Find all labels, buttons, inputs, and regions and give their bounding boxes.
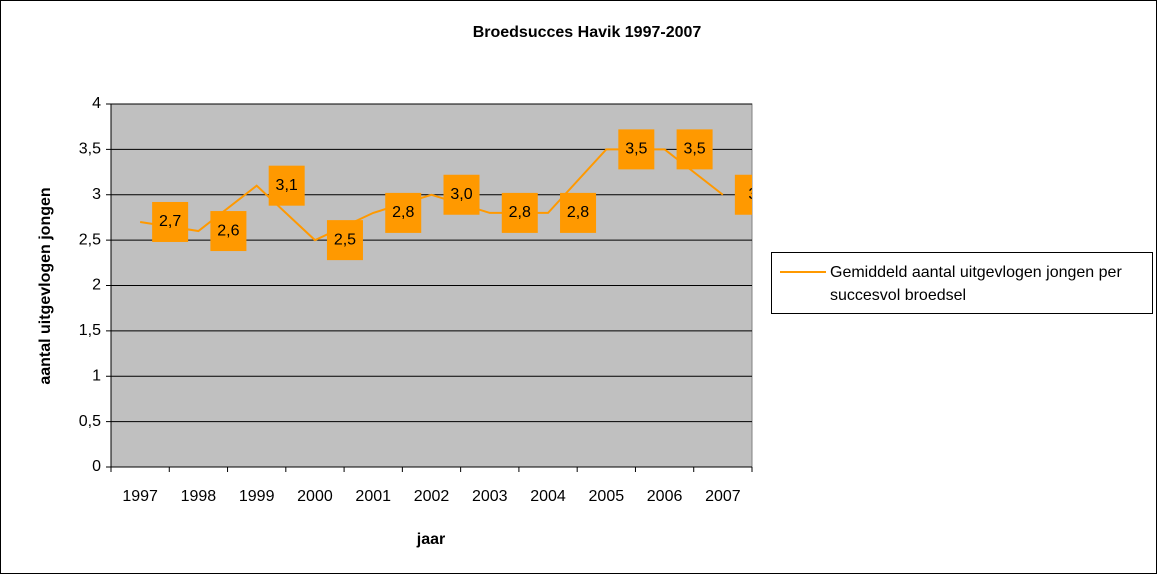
data-label-box bbox=[560, 192, 597, 233]
x-tick-label: 2004 bbox=[530, 488, 566, 505]
x-tick-label: 2000 bbox=[297, 488, 333, 505]
x-tick-label: 2007 bbox=[705, 488, 741, 505]
data-label-box bbox=[618, 129, 655, 170]
data-label-box bbox=[385, 192, 422, 233]
data-label-box bbox=[734, 174, 752, 215]
data-label: 2,7 bbox=[159, 213, 181, 230]
legend: Gemiddeld aantal uitgevlogen jongen per … bbox=[771, 252, 1153, 314]
data-label-box bbox=[152, 201, 189, 242]
x-tick-label: 2002 bbox=[414, 488, 450, 505]
x-tick-label: 2005 bbox=[589, 488, 625, 505]
y-tick-label: 3,5 bbox=[79, 141, 101, 158]
data-label: 3,5 bbox=[683, 141, 705, 158]
x-tick-label: 1998 bbox=[181, 488, 217, 505]
data-label-box bbox=[268, 165, 305, 206]
x-axis-title: jaar bbox=[416, 531, 445, 548]
data-label: 3,0 bbox=[450, 186, 472, 203]
data-label-box bbox=[443, 174, 480, 215]
y-tick-label: 2,5 bbox=[79, 231, 101, 248]
plot-clip: 2,7 2,6 3,1 2,5 2,8 3,0 2,8 2,8 3,5 3,5 3 bbox=[139, 129, 757, 261]
data-label-box bbox=[501, 192, 538, 233]
data-label-box bbox=[676, 129, 713, 170]
data-label: 2,5 bbox=[334, 231, 356, 248]
y-tick-label: 2 bbox=[92, 277, 101, 294]
data-label: 2,8 bbox=[392, 204, 414, 221]
y-tick-label: 4 bbox=[92, 95, 101, 112]
legend-label: Gemiddeld aantal uitgevlogen jongen per … bbox=[830, 264, 1122, 304]
data-label: 2,8 bbox=[509, 204, 531, 221]
data-label: 3,5 bbox=[625, 141, 647, 158]
data-label-box bbox=[210, 211, 247, 252]
y-tick-label: 0,5 bbox=[79, 413, 101, 430]
y-tick-label: 0 bbox=[92, 458, 101, 475]
y-axis-title: aantal uitgevlogen jongen bbox=[37, 187, 54, 384]
data-label: 3 bbox=[748, 186, 757, 203]
y-tick-label: 1,5 bbox=[79, 322, 101, 339]
legend-swatch bbox=[780, 271, 826, 273]
x-tick-label: 2001 bbox=[355, 488, 391, 505]
data-label-box bbox=[326, 220, 363, 261]
x-tick-label: 1999 bbox=[239, 488, 275, 505]
data-label: 3,1 bbox=[276, 177, 298, 194]
data-label: 2,6 bbox=[217, 222, 239, 239]
x-tick-label: 1997 bbox=[122, 488, 158, 505]
x-tick-label: 2003 bbox=[472, 488, 508, 505]
data-label: 2,8 bbox=[567, 204, 589, 221]
y-tick-label: 1 bbox=[92, 367, 101, 384]
y-tick-label: 3 bbox=[92, 186, 101, 203]
x-tick-label: 2006 bbox=[647, 488, 683, 505]
chart-title: Broedsucces Havik 1997-2007 bbox=[473, 24, 702, 41]
